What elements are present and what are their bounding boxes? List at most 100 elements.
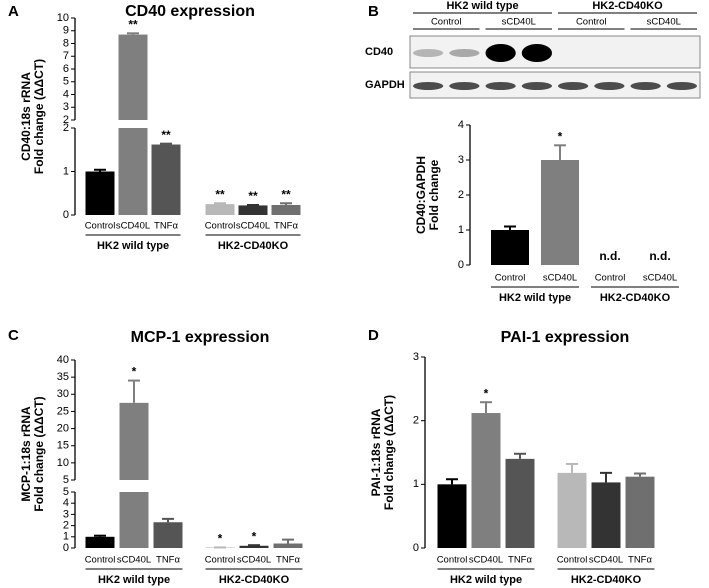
y-tick-label: 15: [57, 440, 69, 452]
error-bar: [94, 168, 106, 172]
chart-title: PAI-1 expression: [501, 329, 630, 346]
error-bar: [127, 32, 139, 35]
x-tick-label: Control: [205, 555, 236, 566]
bar: [151, 144, 181, 215]
y-tick-label: 10: [57, 12, 69, 24]
y-tick-label: 0: [63, 542, 69, 554]
y-tick-label: 2: [63, 520, 69, 532]
y-tick-label: 4: [63, 88, 69, 100]
bar: [119, 402, 149, 480]
group-label: HK2 wild type: [98, 574, 170, 586]
y-axis-label: MCP-1:18s rRNA: [19, 406, 33, 502]
y-tick-label: 30: [57, 388, 69, 400]
blot-band: [449, 82, 480, 90]
bar: [118, 128, 148, 215]
bar: [118, 34, 148, 121]
significance-label: *: [252, 529, 257, 543]
y-tick-label: 3: [63, 101, 69, 113]
group-label: HK2 wild type: [499, 292, 571, 304]
significance-label: *: [484, 386, 489, 400]
y-tick-label: 3: [413, 351, 419, 363]
group-label: HK2-CD40KO: [219, 574, 290, 586]
blot-group-label: HK2-CD40KO: [592, 0, 663, 12]
x-tick-label: Control: [437, 555, 468, 566]
x-tick-label: sCD40L: [117, 555, 151, 566]
error-bar: [600, 471, 612, 483]
y-axis-label: Fold change (ΔΔCT): [382, 395, 396, 510]
x-tick-label: sCD40L: [643, 273, 677, 284]
significance-label: *: [132, 365, 137, 379]
y-tick-label: 3: [63, 508, 69, 520]
chart-title: MCP-1 expression: [131, 329, 270, 346]
significance-label: **: [161, 128, 171, 142]
group-label: HK2-CD40KO: [218, 240, 289, 252]
bar: [153, 522, 183, 548]
blot-row-label: GAPDH: [365, 79, 405, 91]
bar: [271, 204, 301, 215]
x-tick-label: sCD40L: [116, 221, 150, 232]
blot-band: [485, 44, 516, 62]
blot-condition-label: Control: [431, 17, 462, 28]
x-tick-label: TNFα: [154, 221, 178, 232]
y-tick-label: 4: [458, 119, 464, 131]
bar: [239, 545, 269, 548]
y-axis-label: Fold change (ΔΔCT): [32, 59, 46, 174]
error-bar: [566, 462, 578, 473]
x-tick-label: Control: [85, 221, 116, 232]
significance-label: **: [215, 187, 225, 201]
y-tick-label: 8: [63, 37, 69, 49]
y-tick-label: 3: [458, 154, 464, 166]
error-bar: [162, 517, 174, 523]
significance-label: *: [218, 532, 223, 546]
group-label: HK2-CD40KO: [600, 292, 671, 304]
y-tick-label: 0: [458, 259, 464, 271]
y-tick-label: 4: [63, 497, 69, 509]
x-tick-label: Control: [557, 555, 588, 566]
y-tick-label: 35: [57, 371, 69, 383]
blot-band: [594, 82, 625, 90]
y-tick-label: 9: [63, 25, 69, 37]
blot-band: [521, 44, 552, 62]
error-bar: [446, 478, 458, 485]
blot-band: [521, 82, 552, 90]
significance-label: *: [558, 129, 563, 143]
bar: [273, 543, 303, 548]
y-tick-label: 5: [63, 76, 69, 88]
y-axis-label: PAI-1:18s rRNA: [369, 408, 383, 496]
y-tick-label: 2: [413, 415, 419, 427]
bar: [119, 492, 149, 548]
error-bar: [480, 401, 492, 414]
x-tick-label: TNFα: [274, 221, 298, 232]
panel-letter: A: [8, 3, 19, 20]
chart-title: CD40 expression: [125, 3, 255, 20]
y-tick-label: 7: [63, 50, 69, 62]
x-tick-label: Control: [205, 221, 236, 232]
y-tick-label: 25: [57, 405, 69, 417]
error-bar: [94, 534, 106, 537]
error-bar: [128, 379, 140, 403]
blot-condition-label: Control: [576, 17, 607, 28]
blot-band: [485, 82, 516, 90]
y-tick-label: 40: [57, 354, 69, 366]
significance-label: n.d.: [649, 249, 670, 263]
group-label: HK2 wild type: [450, 574, 522, 586]
error-bar: [282, 538, 294, 544]
bar: [85, 171, 115, 215]
y-tick-label: 1: [413, 478, 419, 490]
error-bar: [514, 452, 526, 459]
x-tick-label: Control: [85, 555, 116, 566]
x-tick-label: Control: [595, 273, 626, 284]
x-tick-label: sCD40L: [237, 555, 271, 566]
blot-band: [630, 82, 661, 90]
group-label: HK2-CD40KO: [571, 574, 642, 586]
x-tick-label: sCD40L: [589, 555, 623, 566]
blot-condition-label: sCD40L: [647, 17, 681, 28]
y-tick-label: 20: [57, 422, 69, 434]
y-tick-label: 1: [63, 531, 69, 543]
panel-letter: C: [8, 327, 19, 344]
error-bar: [160, 142, 172, 145]
x-tick-label: TNFα: [628, 555, 652, 566]
y-axis-label: CD40:18s rRNA: [19, 72, 33, 161]
y-tick-label: 6: [63, 63, 69, 75]
y-tick-label: 5: [63, 474, 69, 486]
